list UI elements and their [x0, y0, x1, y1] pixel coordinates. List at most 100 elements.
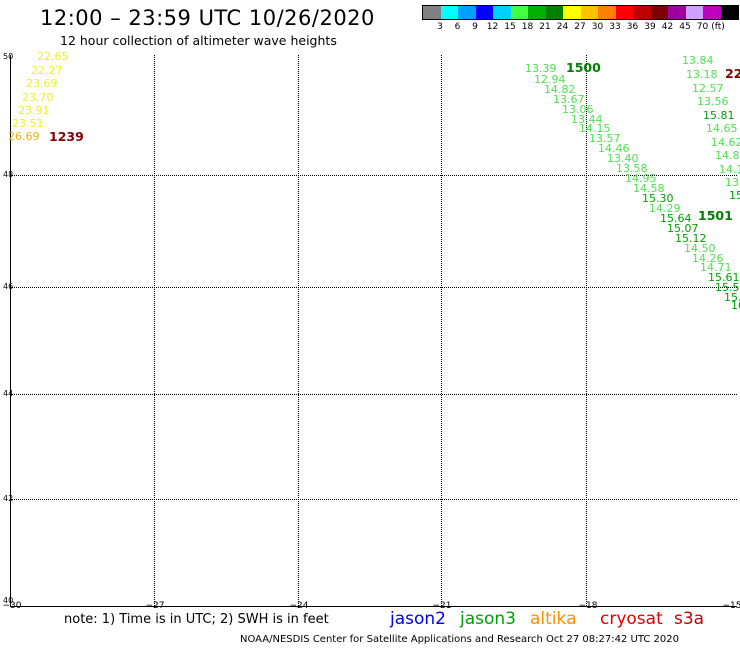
wave-height-reading: 13.39 [525, 62, 557, 75]
wave-height-reading: 23.51 [12, 117, 44, 130]
scale-swatch [580, 6, 598, 19]
wave-height-reading: 23.91 [18, 104, 50, 117]
scale-label: 9 [472, 22, 478, 32]
latitude-gridline [11, 287, 737, 288]
scale-label: 15 [504, 22, 516, 32]
longitude-gridline [586, 55, 587, 606]
wave-height-reading: 15.12 [675, 232, 707, 245]
wave-height-reading: 15.81 [703, 109, 735, 122]
scale-swatch [598, 6, 616, 19]
scale-swatch [475, 6, 493, 19]
wave-height-reading: 15.64 [660, 212, 692, 225]
wave-height-reading: 13.06 [562, 103, 594, 116]
scale-swatch [685, 6, 703, 19]
wave-height-reading: 14.46 [598, 142, 630, 155]
satellite-altika-label: altika [530, 609, 577, 629]
pass-time-marker: 1500 [566, 60, 601, 75]
scale-swatch [440, 6, 458, 19]
scale-label: 36 [626, 22, 639, 32]
pass-time-marker: 1501 [698, 208, 733, 223]
scale-label: 33 [609, 22, 621, 32]
satellite-jason3-label: jason3 [460, 609, 516, 629]
lat-label: 42 [3, 494, 14, 503]
lat-label: 48 [3, 170, 14, 179]
lon-label: −15 [722, 601, 740, 611]
lat-label: 46 [3, 282, 14, 291]
scale-label: 30 [591, 22, 604, 32]
wave-height-reading: 13.18 [686, 68, 718, 81]
longitude-gridline [441, 55, 442, 606]
scale-swatch [563, 6, 581, 19]
latitude-gridline [11, 175, 737, 176]
scale-swatch [633, 6, 651, 19]
color-scale-legend: 3 6 9 12 15 18 21 24 27 30 33 36 39 42 45 70 (ft) [422, 5, 739, 34]
scale-label: 18 [521, 22, 534, 32]
pass-time-marker: 1239 [49, 129, 84, 144]
wave-height-reading: 13.44 [571, 113, 603, 126]
pass-time-marker: 22 [725, 66, 740, 81]
footer-credit: NOAA/NESDIS Center for Satellite Applica… [240, 634, 679, 645]
lat-label: 50 [3, 52, 14, 61]
wave-height-reading: 14.95 [625, 172, 657, 185]
color-scale-bar [422, 5, 739, 20]
scale-label: 70 [696, 22, 709, 32]
wave-height-reading: 13.56 [697, 95, 729, 108]
scale-swatch [510, 6, 528, 19]
wave-height-reading: 13.40 [607, 152, 639, 165]
wave-height-reading: 14.58 [633, 182, 665, 195]
scale-label: 39 [644, 22, 656, 32]
scale-swatch [703, 6, 721, 19]
wave-height-reading: 14.1 [719, 163, 740, 176]
scale-label: 6 [454, 22, 461, 32]
scale-label: 12 [486, 22, 499, 32]
satellite-jason2-label: jason2 [390, 609, 446, 629]
wave-height-reading: 14.50 [684, 242, 716, 255]
wave-height-reading: 14.26 [692, 252, 724, 265]
satellite-s3a-label: s3a [674, 609, 705, 629]
scale-swatch [423, 6, 441, 19]
scale-swatch [720, 6, 738, 19]
wave-height-reading: 14.29 [649, 202, 681, 215]
wave-height-reading: 15.30 [642, 192, 674, 205]
lon-label: −21 [432, 601, 452, 611]
scale-label: 24 [556, 22, 569, 32]
lon-label: −18 [578, 601, 598, 611]
wave-height-reading: 23.70 [22, 91, 54, 104]
wave-height-reading: 15 [729, 189, 740, 202]
lon-label: −30 [2, 601, 22, 611]
wave-height-reading: 15.61 [708, 271, 740, 284]
wave-height-reading: 22.27 [31, 64, 63, 77]
scale-swatch [615, 6, 633, 19]
wave-height-reading: 13.67 [553, 93, 585, 106]
map-area [10, 55, 737, 607]
wave-height-reading: 14.15 [579, 122, 611, 135]
scale-label: 45 [679, 22, 691, 32]
map-title: 12:00 – 23:59 UTC 10/26/2020 [40, 6, 375, 30]
scale-swatch [668, 6, 686, 19]
longitude-gridline [298, 55, 299, 606]
scale-swatch [458, 6, 476, 19]
scale-swatch [528, 6, 546, 19]
scale-swatch [650, 6, 668, 19]
wave-height-reading: 13.58 [616, 162, 648, 175]
latitude-gridline [11, 394, 737, 395]
scale-label: 42 [661, 22, 674, 32]
wave-height-reading: 22.65 [37, 50, 69, 63]
wave-height-reading: 13.84 [682, 54, 714, 67]
scale-label: 3 [437, 22, 443, 32]
map-subtitle: 12 hour collection of altimeter wave hei… [60, 33, 337, 48]
wave-height-reading: 14.8 [715, 149, 740, 162]
longitude-gridline [154, 55, 155, 606]
wave-height-reading: 12.94 [534, 73, 566, 86]
lon-label: −24 [289, 601, 309, 611]
wave-height-reading: 12.57 [692, 82, 724, 95]
lat-label: 40 [3, 596, 14, 605]
scale-swatch [493, 6, 511, 19]
wave-height-reading: 23.69 [26, 77, 58, 90]
lon-label: −27 [145, 601, 165, 611]
wave-height-reading: 26.69 [8, 130, 40, 143]
satellite-cryosat-label: cryosat [600, 609, 663, 629]
scale-label: 21 [539, 22, 551, 32]
note-text: note: 1) Time is in UTC; 2) SWH is in fe… [64, 612, 329, 627]
color-scale-labels: 3 6 9 12 15 18 21 24 27 30 33 36 39 42 45 70 (ft) [422, 20, 739, 34]
